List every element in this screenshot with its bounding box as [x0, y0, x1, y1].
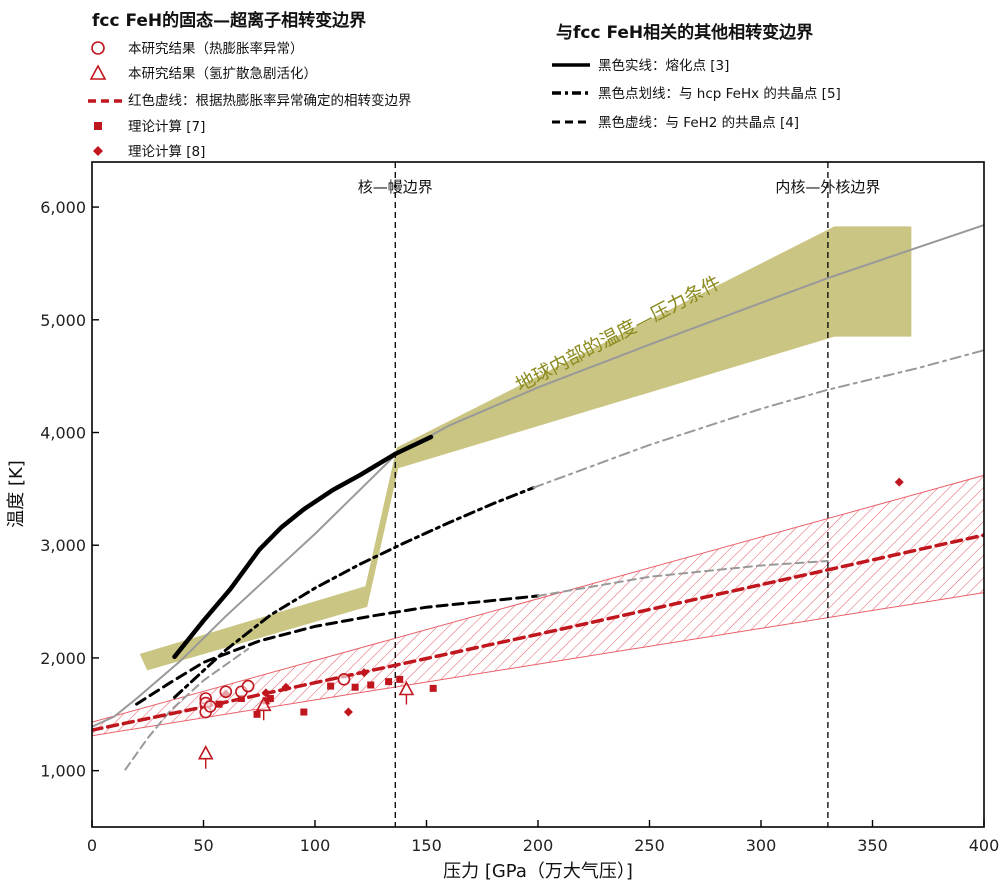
theory-8-diamond-point — [359, 668, 369, 678]
theory-7-square-point — [327, 682, 335, 690]
legend-triangle-marker — [89, 64, 107, 80]
red-hatched-band — [92, 474, 984, 737]
plot-bands — [92, 226, 984, 737]
x-tick-label: 50 — [193, 836, 213, 855]
legend-item-triangle: 本研究结果（氢扩散急剧活化） — [128, 66, 317, 82]
y-axis-title: 温度 [K] — [6, 460, 27, 528]
legend-item-circle: 本研究结果（热膨胀率异常） — [128, 40, 304, 57]
legend-item-square: 理论计算 [7] — [128, 119, 205, 135]
x-tick-label: 0 — [87, 836, 97, 855]
hydrogen-diffusion-triangle-point — [255, 696, 272, 712]
y-tick-label: 2,000 — [40, 649, 86, 668]
thermal-expansion-circle-point — [219, 685, 233, 699]
theory-8-diamond-point — [261, 688, 271, 698]
series-line-black-solid — [172, 434, 434, 660]
y-tick-label: 1,000 — [40, 762, 86, 781]
theory-8-diamond-point — [894, 477, 904, 487]
series-line-gray-dashdot — [532, 349, 984, 489]
earth-conditions-band — [140, 226, 912, 671]
y-tick-label: 5,000 — [40, 311, 86, 330]
x-tick-label: 400 — [969, 836, 1000, 855]
x-tick-label: 350 — [857, 836, 888, 855]
legend-right: 与fcc FeH相关的其他相转变边界 黑色实线：熔化点 [3] 黑色点划线：与 … — [552, 22, 841, 131]
theory-7-square-point — [351, 683, 359, 691]
series-line-gray-dashed — [124, 647, 250, 771]
theory-7-square-point — [396, 675, 404, 683]
theory-7-square-point — [215, 700, 223, 708]
theory-7-square-point — [237, 695, 245, 703]
thermal-expansion-circle-point — [203, 700, 217, 713]
legend-item-red-dash: 红色虚线：根据热膨胀率异常确定的相转变边界 — [128, 92, 412, 109]
y-tick-label: 6,000 — [40, 198, 86, 217]
thermal-expansion-circle-point — [241, 679, 255, 693]
theory-7-square-point — [300, 708, 308, 716]
legend-item-dashed: 黑色虚线：与 FeH2 的共晶点 [4] — [598, 114, 799, 131]
series-line-black-dashed — [135, 594, 540, 706]
series-line-gray-dashed — [537, 560, 829, 597]
series-line-black-dashdot — [173, 486, 535, 699]
legend-right-title: 与fcc FeH相关的其他相转变边界 — [556, 22, 813, 43]
legend-left: fcc FeH的固态—超离子相转变边界 本研究结果（热膨胀率异常） 本研究结果（… — [88, 10, 412, 160]
hydrogen-diffusion-triangle-point — [197, 745, 214, 760]
legend-item-dashdot: 黑色点划线：与 hcp FeHx 的共晶点 [5] — [598, 85, 841, 102]
x-tick-label: 200 — [523, 836, 554, 855]
y-tick-label: 3,000 — [40, 536, 86, 555]
x-tick-label: 250 — [634, 836, 665, 855]
legend-square-marker — [94, 122, 102, 130]
x-tick-label: 100 — [300, 836, 331, 855]
theory-8-diamond-point — [343, 707, 353, 717]
icb-label: 内核—外核边界 — [775, 178, 880, 196]
legend-diamond-marker — [93, 146, 103, 156]
thermal-expansion-circle-point — [337, 673, 351, 686]
legend-circle-marker — [91, 41, 105, 55]
theory-7-square-point — [385, 678, 393, 686]
legend-item-diamond: 理论计算 [8] — [128, 144, 205, 160]
x-tick-label: 150 — [411, 836, 442, 855]
cmb-label: 核—幔边界 — [358, 178, 433, 196]
y-tick-label: 4,000 — [40, 424, 86, 443]
legend-item-solid: 黑色实线：熔化点 [3] — [598, 57, 729, 74]
theory-7-square-point — [367, 681, 375, 689]
x-axis-ticks: 0 50 100 150 200 250 300 350 400 — [87, 820, 999, 855]
theory-7-square-point — [266, 695, 274, 703]
legend-left-title: fcc FeH的固态—超离子相转变边界 — [92, 10, 366, 31]
theory-7-square-point — [429, 684, 437, 692]
theory-7-square-point — [253, 710, 261, 718]
x-tick-label: 300 — [746, 836, 777, 855]
plot-markers — [197, 477, 904, 769]
theory-8-diamond-point — [281, 682, 291, 692]
x-axis-title: 压力 [GPa（万大气压）] — [443, 861, 633, 882]
y-axis-ticks: 1,000 2,000 3,000 4,000 5,000 6,000 — [40, 198, 99, 781]
